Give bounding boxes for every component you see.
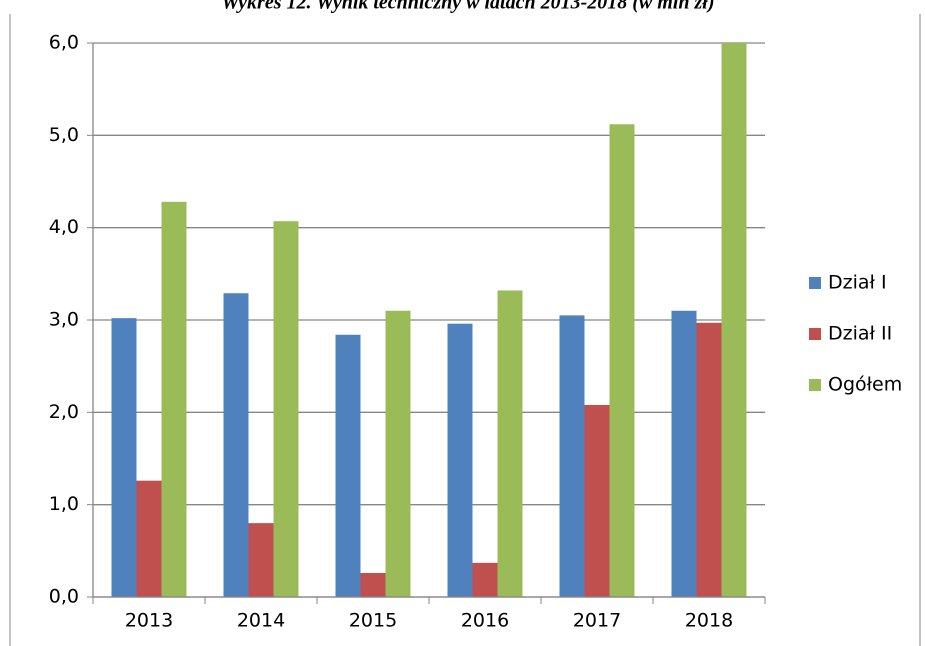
bar	[248, 523, 274, 597]
legend-swatch	[809, 277, 821, 289]
bar	[136, 480, 162, 597]
legend-label: Ogółem	[828, 374, 902, 396]
bar	[273, 221, 299, 597]
bar	[223, 293, 249, 597]
bar	[671, 310, 697, 597]
legend-label: Dział II	[828, 323, 892, 345]
bar	[161, 201, 187, 597]
bar	[721, 43, 747, 597]
legend-swatch	[809, 379, 821, 391]
bar	[584, 404, 610, 597]
bar	[497, 290, 523, 597]
bar	[111, 318, 137, 597]
bar	[559, 315, 585, 597]
y-tick-label: 1,0	[49, 493, 79, 515]
bar	[360, 572, 386, 597]
x-tick-label: 2018	[685, 610, 733, 632]
x-tick-label: 2014	[237, 610, 285, 632]
bar	[447, 323, 473, 597]
y-tick-label: 4,0	[49, 216, 79, 238]
y-tick-label: 6,0	[49, 32, 79, 54]
y-tick-label: 2,0	[49, 401, 79, 423]
y-tick-label: 3,0	[49, 309, 79, 331]
y-tick-label: 5,0	[49, 124, 79, 146]
bar	[472, 562, 498, 597]
y-tick-label: 0,0	[49, 586, 79, 608]
legend-swatch	[809, 328, 821, 340]
bar	[696, 322, 722, 597]
bar	[335, 334, 361, 597]
x-tick-label: 2017	[573, 610, 621, 632]
bar	[385, 310, 411, 597]
bar	[609, 124, 635, 598]
chart-title: Wykres 12. Wynik techniczny w latach 201…	[222, 0, 715, 14]
x-tick-label: 2016	[461, 610, 509, 632]
x-tick-label: 2013	[125, 610, 173, 632]
legend-label: Dział I	[828, 272, 887, 294]
x-tick-label: 2015	[349, 610, 397, 632]
